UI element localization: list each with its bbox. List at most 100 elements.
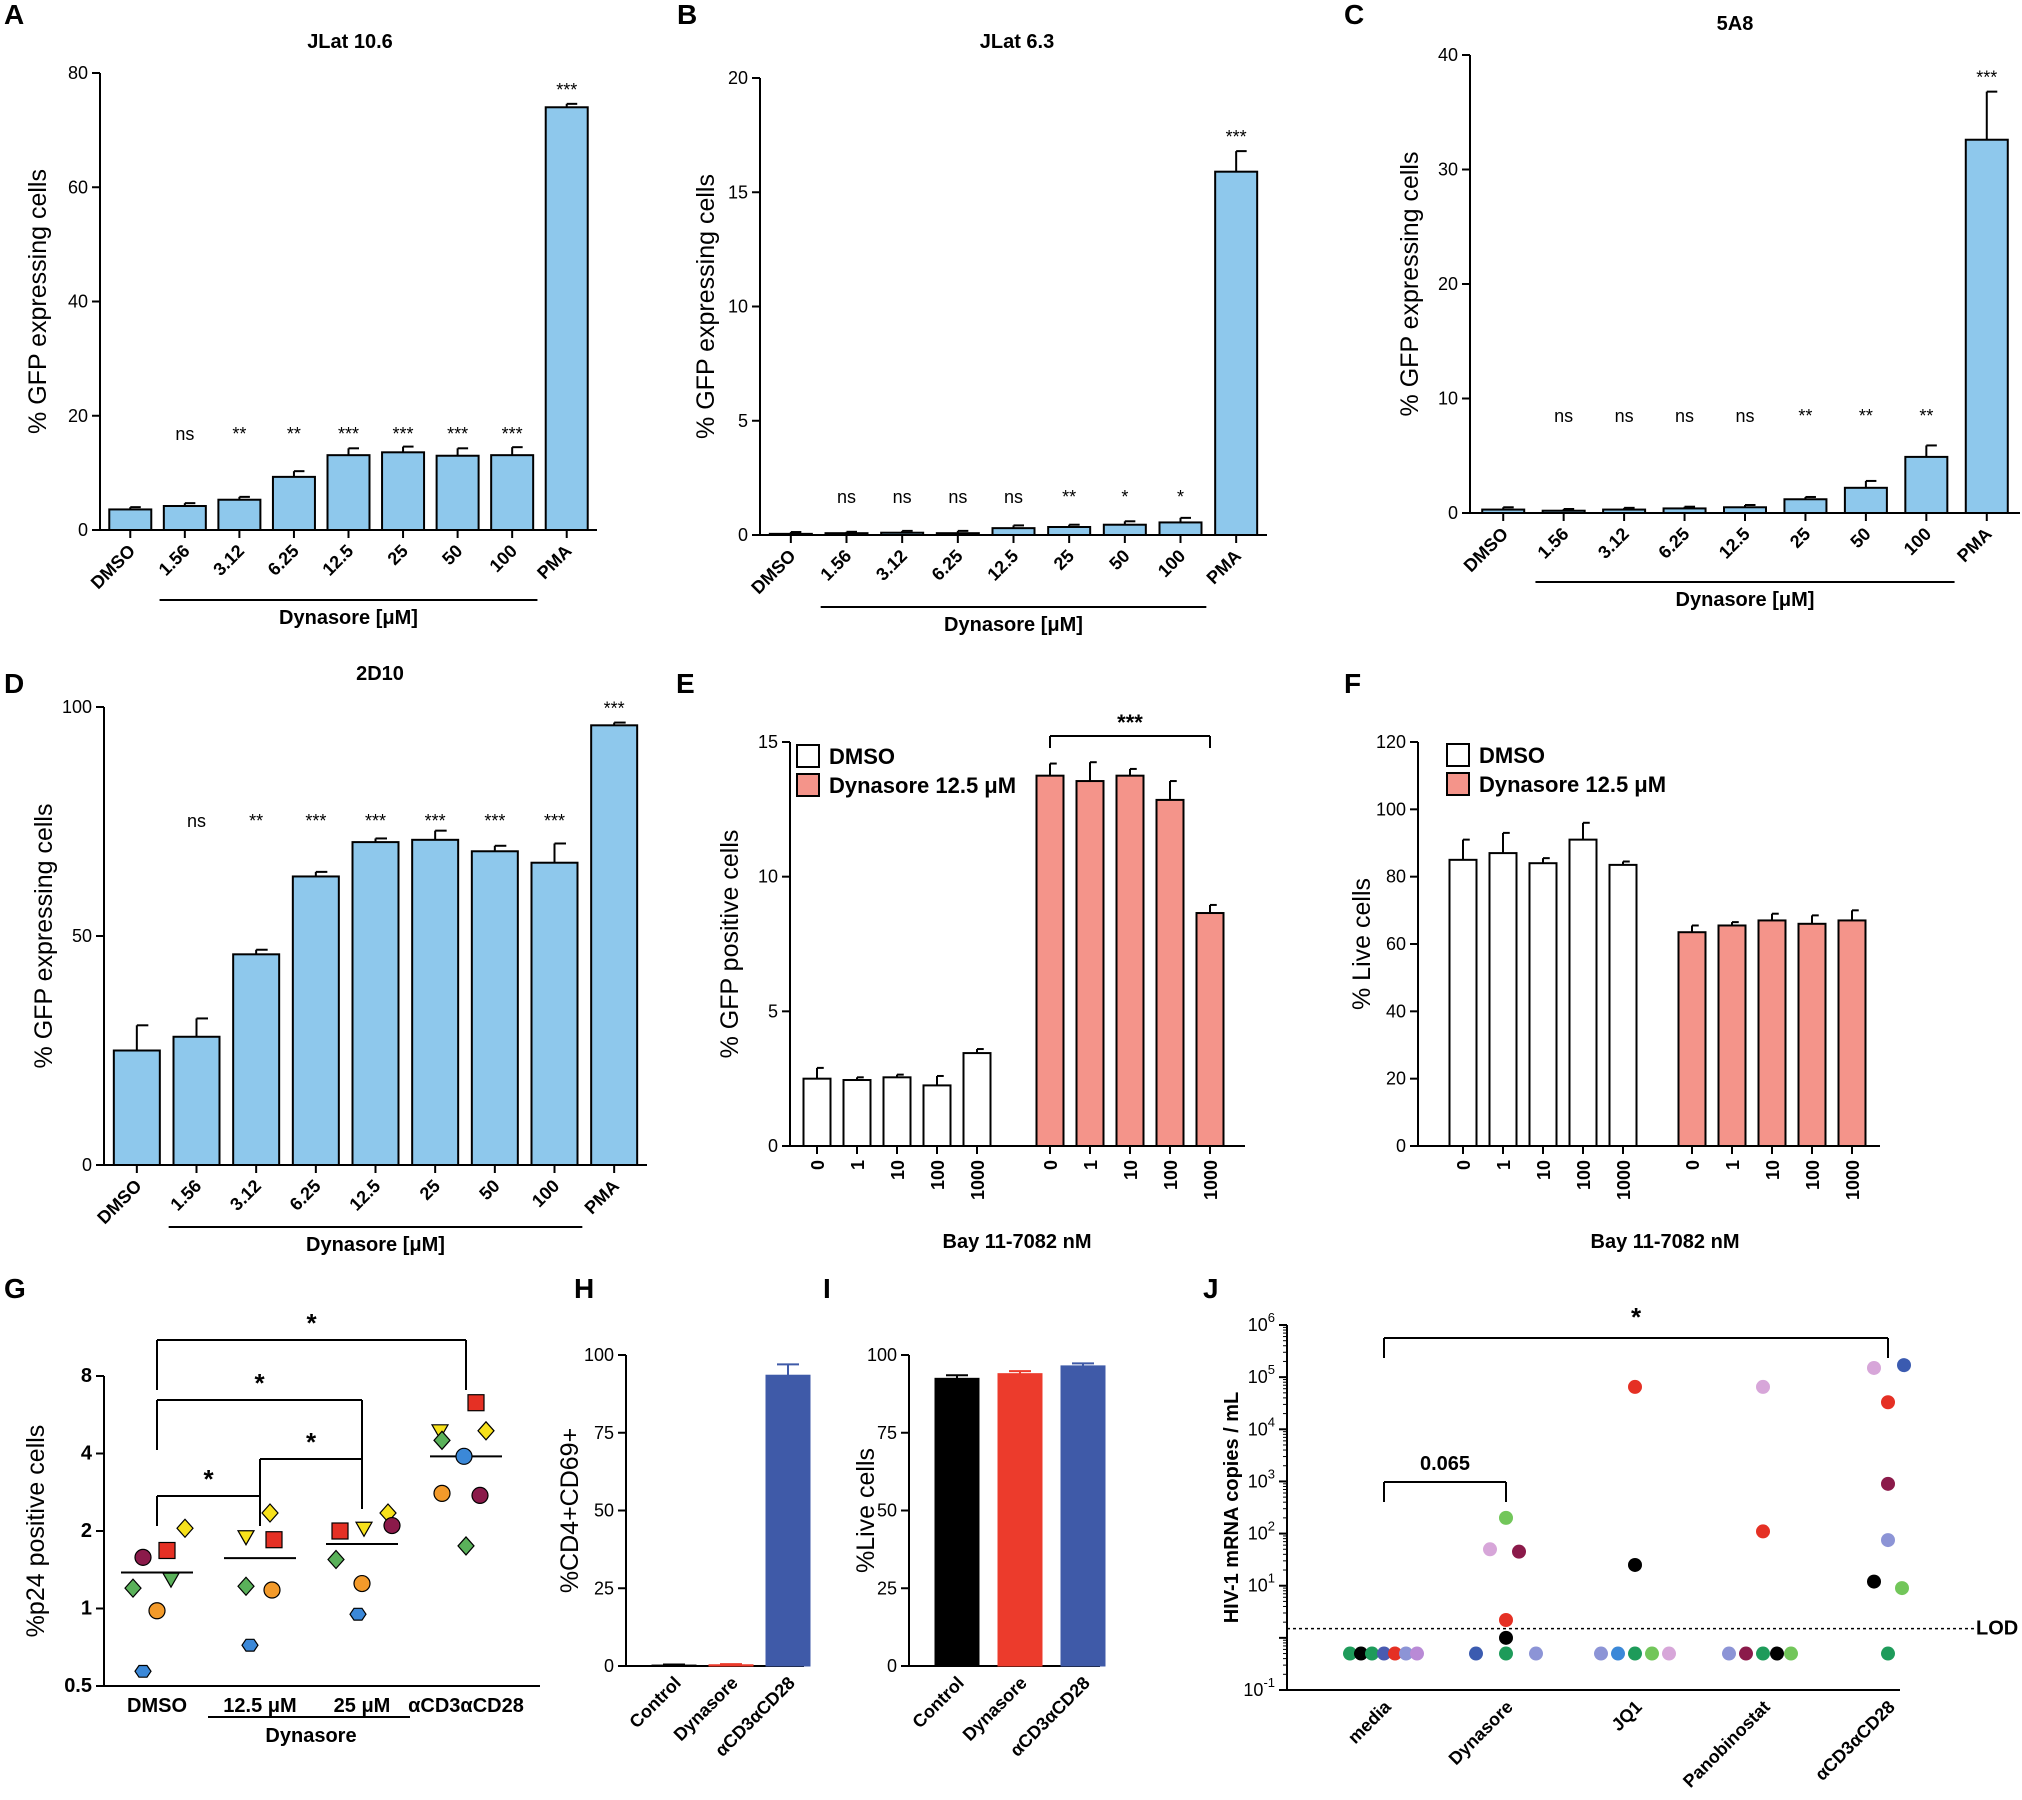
data-point-circle xyxy=(353,1574,371,1593)
legend-swatch xyxy=(796,773,820,797)
y-tick-exponent: 1 xyxy=(1268,1571,1275,1586)
x-tick-label: 3.12 xyxy=(226,1176,265,1215)
x-tick-label: Control xyxy=(908,1673,967,1732)
panel-letter-f: F xyxy=(1344,668,1361,699)
panel-letter-j: J xyxy=(1203,1273,1219,1304)
significance-label: ns xyxy=(1554,406,1573,426)
y-axis-label: % GFP expressing cells xyxy=(30,804,58,1069)
data-point xyxy=(1399,1646,1413,1661)
data-point-diamond xyxy=(176,1518,194,1539)
bar xyxy=(381,451,426,531)
x-tick-label: 0 xyxy=(808,1160,828,1170)
significance-label: *** xyxy=(425,811,446,831)
significance-label: ns xyxy=(1615,406,1634,426)
y-tick-label: 0 xyxy=(1396,1136,1406,1156)
data-point-hexagon xyxy=(134,1664,152,1678)
bracket-label: *** xyxy=(1117,710,1143,735)
panel-letter-g: G xyxy=(4,1273,26,1304)
y-tick-label: 102 xyxy=(1248,1519,1275,1544)
data-point xyxy=(1645,1646,1659,1661)
bracket-label: * xyxy=(306,1427,317,1457)
y-tick-label: 20 xyxy=(1386,1069,1406,1089)
y-axis-label: % GFP expressing cells xyxy=(1396,152,1424,417)
data-point xyxy=(1739,1646,1753,1661)
bar xyxy=(1843,486,1888,514)
data-point-square xyxy=(331,1522,349,1540)
bar xyxy=(882,1076,912,1147)
y-tick-label: 50 xyxy=(877,1501,897,1521)
significance-label: ns xyxy=(1004,487,1023,507)
significance-label: *** xyxy=(1976,68,1997,88)
bar xyxy=(1214,170,1259,536)
y-tick-label: 105 xyxy=(1248,1362,1275,1387)
panel-letter-e: E xyxy=(676,668,695,699)
x-tick-label: PMA xyxy=(581,1176,623,1218)
x-tick-label: 12.5 xyxy=(983,546,1022,585)
data-point xyxy=(1881,1646,1895,1661)
x-tick-label: PMA xyxy=(533,541,575,583)
data-point xyxy=(1388,1646,1402,1661)
bar xyxy=(351,841,400,1166)
group-label: Dynasore [μM] xyxy=(1676,589,1815,611)
bar xyxy=(1677,931,1707,1148)
bar xyxy=(1102,523,1147,537)
x-tick-label: 100 xyxy=(528,1176,563,1211)
y-tick-exponent: 3 xyxy=(1268,1466,1275,1481)
bar xyxy=(590,724,639,1166)
data-point xyxy=(1343,1646,1357,1661)
y-tick-label: 4 xyxy=(81,1443,93,1465)
chart-panel-g: 0.5 1 2 4 8 %p24 positive cells DMSO 12.5 μM 25 … xyxy=(22,1308,540,1747)
x-tick-label: 50 xyxy=(1105,546,1133,574)
x-tick-label: 6.25 xyxy=(286,1176,325,1215)
y-tick-label: 100 xyxy=(62,697,92,717)
bracket-label: * xyxy=(1631,1302,1642,1332)
data-point xyxy=(1662,1646,1676,1661)
bar xyxy=(1904,455,1949,514)
significance-label: ** xyxy=(1919,406,1933,426)
data-point xyxy=(1756,1646,1770,1661)
bar xyxy=(470,850,519,1167)
y-tick-label: 50 xyxy=(594,1501,614,1521)
bar xyxy=(842,1079,872,1147)
bar xyxy=(1837,919,1867,1148)
bar xyxy=(1723,506,1767,514)
bar xyxy=(544,106,589,532)
bar xyxy=(1448,858,1478,1147)
significance-label: ** xyxy=(1062,487,1076,507)
legend-swatch xyxy=(1446,772,1470,796)
bar xyxy=(824,532,869,536)
y-axis-label: % GFP positive cells xyxy=(716,830,744,1059)
chart-title: 5A8 xyxy=(1717,13,1754,35)
bar xyxy=(997,1373,1043,1667)
x-tick-label: 100 xyxy=(486,541,521,576)
data-point xyxy=(1469,1646,1483,1661)
bar xyxy=(962,1052,992,1147)
bar xyxy=(108,508,153,531)
y-tick-label: 104 xyxy=(1248,1414,1275,1439)
x-tick-label: DMSO xyxy=(127,1695,187,1717)
data-point xyxy=(1756,1379,1770,1394)
bar xyxy=(802,1077,832,1147)
y-tick-label: 0 xyxy=(887,1656,897,1676)
chart-title: JLat 10.6 xyxy=(307,31,393,53)
y-tick-label: 20 xyxy=(68,406,88,426)
data-point xyxy=(1512,1544,1526,1559)
data-point xyxy=(1611,1646,1625,1661)
x-tick-label: 1 xyxy=(848,1160,868,1170)
data-point-diamond xyxy=(124,1578,142,1599)
y-tick-label: 2 xyxy=(81,1520,92,1542)
data-point xyxy=(1881,1395,1895,1410)
x-tick-label: JQ1 xyxy=(1608,1697,1646,1735)
data-point xyxy=(1867,1360,1881,1375)
significance-label: ns xyxy=(837,487,856,507)
chart-panel-d: 0 50 100 2D10 % GFP expressing cells DMSO 1.56… xyxy=(30,663,647,1256)
group-label: Dynasore [μM] xyxy=(944,614,1083,636)
x-tick-label: DMSO xyxy=(747,546,799,598)
data-point xyxy=(1628,1379,1642,1394)
data-point xyxy=(1377,1646,1391,1661)
x-tick-label: 25 xyxy=(384,541,412,569)
data-point xyxy=(1867,1574,1881,1589)
data-point-hexagon xyxy=(241,1638,259,1652)
